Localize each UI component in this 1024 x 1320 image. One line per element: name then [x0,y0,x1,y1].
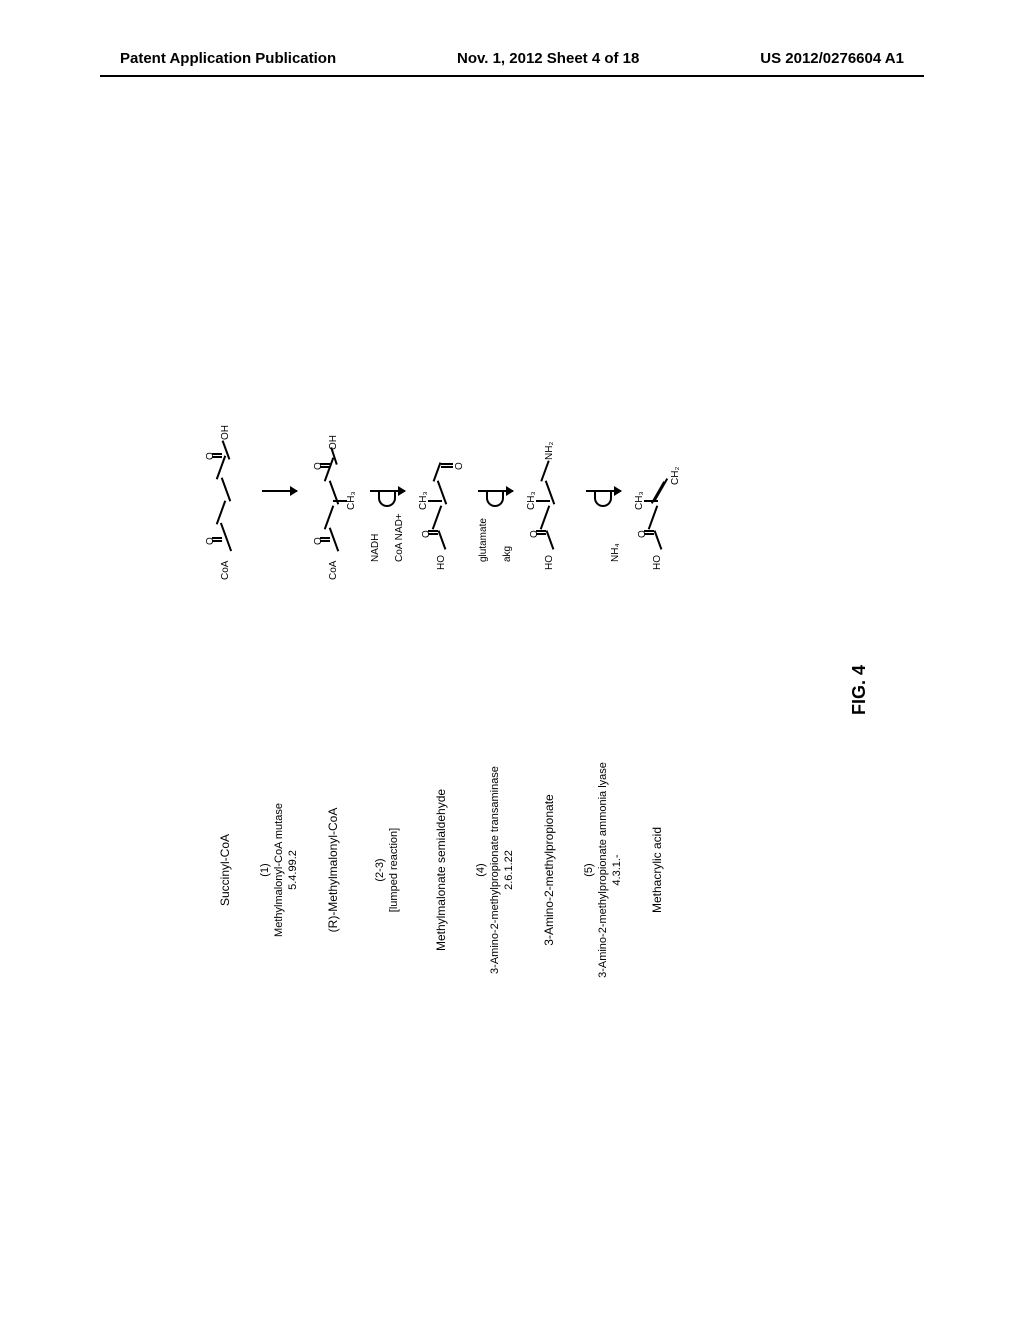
ec-3: 2.6.1.22 [502,760,516,980]
enzyme-step-4: (5) 3-Amino-2-methylpropionate ammonia l… [578,400,628,980]
ec-4: 4.3.1.- [610,760,624,980]
structure-2: HO O CH₃ O [416,400,466,580]
mol4-ch2: CH₂ [670,467,681,485]
enzyme-step-1: (1) Methylmalonyl-CoA mutase 5.4.99.2 [254,400,304,980]
compound-name-1: (R)-Methylmalonyl-CoA [326,760,340,980]
step-num-1: (1) [258,760,272,980]
step-num-4: (5) [582,760,596,980]
enzyme-name-2: [lumped reaction] [387,760,401,980]
step-num-3: (4) [474,760,488,980]
arrow-4: NH₄ [586,490,621,492]
compound-succinyl-coa: Succinyl-CoA CoA O O OH [200,400,250,980]
structure-3: HO O CH₃ NH₂ [524,400,574,580]
cofactor-out-3: akg [502,546,513,562]
enzyme-name-3: 3-Amino-2-methylpropionate transaminase [488,760,502,980]
compound-name-0: Succinyl-CoA [218,760,232,980]
mol1-coa: CoA [328,561,339,580]
step-num-2: (2-3) [373,760,387,980]
cofactor-out-2: CoA NAD+ [394,513,405,562]
arrow-2: NADH CoA NAD+ [370,490,405,492]
mol-coa: CoA [220,561,231,580]
compound-name-3: 3-Amino-2-methylpropionate [542,760,556,980]
arrow-3: glutamate akg [478,490,513,492]
arrow-1 [262,490,297,492]
structure-4: HO O CH₃ CH₂ [632,400,682,580]
ec-1: 5.4.99.2 [286,760,300,980]
figure-number-label: FIG. 4 [849,665,870,715]
cofactor-out-4: NH₄ [610,543,621,562]
mol-oh: OH [220,425,231,440]
compound-name-4: Methacrylic acid [650,760,664,980]
enzyme-4-label: (5) 3-Amino-2-methylpropionate ammonia l… [582,760,625,980]
structure-1: CoA O CH₃ O OH [308,400,358,580]
compound-name-2: Methylmalonate semialdehyde [434,760,448,980]
mol3-nh2: NH₂ [544,442,555,460]
header-divider [100,75,924,77]
enzyme-name-4: 3-Amino-2-methylpropionate ammonia lyase [596,760,610,980]
cofactor-in-3: glutamate [478,518,489,562]
compound-semialdehyde: Methylmalonate semialdehyde HO O CH₃ O [416,400,466,980]
mol2-ho: HO [436,555,447,570]
header-center: Nov. 1, 2012 Sheet 4 of 18 [457,50,639,67]
patent-header: Patent Application Publication Nov. 1, 2… [0,50,1024,67]
figure-4: Succinyl-CoA CoA O O OH (1) Methylmalon [200,400,820,980]
mol1-ch3: CH₃ [346,491,357,510]
enzyme-2-label: (2-3) [lumped reaction] [373,760,402,980]
structure-0: CoA O O OH [200,400,250,580]
enzyme-step-2: (2-3) [lumped reaction] NADH CoA NAD+ [362,400,412,980]
enzyme-step-3: (4) 3-Amino-2-methylpropionate transamin… [470,400,520,980]
biochemical-pathway: Succinyl-CoA CoA O O OH (1) Methylmalon [200,400,682,980]
mol4-ho: HO [652,555,663,570]
compound-methylmalonyl-coa: (R)-Methylmalonyl-CoA CoA O CH₃ O OH [308,400,358,980]
cofactor-in-2: NADH [370,534,381,562]
header-left: Patent Application Publication [120,50,336,67]
mol2-o2: O [454,462,465,470]
enzyme-1-label: (1) Methylmalonyl-CoA mutase 5.4.99.2 [258,760,301,980]
enzyme-3-label: (4) 3-Amino-2-methylpropionate transamin… [474,760,517,980]
compound-amino-propionate: 3-Amino-2-methylpropionate HO O CH₃ NH₂ [524,400,574,980]
enzyme-name-1: Methylmalonyl-CoA mutase [272,760,286,980]
mol3-ho: HO [544,555,555,570]
compound-methacrylic: Methacrylic acid HO O CH₃ CH₂ [632,400,682,980]
header-right: US 2012/0276604 A1 [760,50,904,67]
